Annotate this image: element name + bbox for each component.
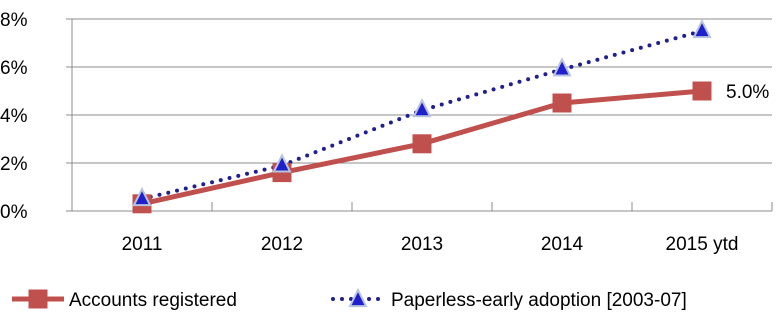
- series-1-point: [692, 81, 712, 101]
- y-tick-labels: 0% 2% 4% 6% 8%: [0, 10, 28, 223]
- series-2-point: [132, 186, 152, 207]
- data-label: 5.0%: [726, 82, 769, 103]
- x-tick-label: 2012: [261, 234, 303, 255]
- y-tick-label: 4%: [0, 106, 28, 127]
- y-tick-label: 6%: [0, 58, 28, 79]
- legend-label-2: Paperless-early adoption [2003-07]: [391, 290, 687, 311]
- legend-marker-1: [28, 289, 48, 309]
- y-tick-label: 0%: [0, 202, 28, 223]
- legend: Accounts registered Paperless-early adopt…: [12, 287, 687, 311]
- legend-label-1: Accounts registered: [69, 290, 237, 311]
- gridlines: [72, 18, 772, 164]
- series-2-point: [692, 18, 712, 39]
- x-tick-label: 2011: [122, 234, 163, 255]
- axes: [66, 18, 773, 212]
- x-tick-label: 2013: [401, 234, 443, 255]
- data-labels: 5.0%: [726, 82, 769, 103]
- x-tick-label: 2014: [541, 234, 584, 255]
- y-tick-label: 2%: [0, 154, 28, 175]
- series-2-point: [272, 153, 292, 173]
- legend-marker-2: [348, 287, 368, 308]
- y-tick-label: 8%: [0, 10, 28, 31]
- series-1-point: [552, 93, 572, 113]
- x-tick-label: 2015 ytd: [666, 234, 739, 255]
- series-2-point: [412, 98, 432, 118]
- series-2-point: [552, 57, 572, 77]
- x-tick-labels: 2011 2012 2013 2014 2015 ytd: [122, 234, 739, 255]
- series-group: [132, 18, 712, 214]
- series-1-point: [412, 134, 432, 154]
